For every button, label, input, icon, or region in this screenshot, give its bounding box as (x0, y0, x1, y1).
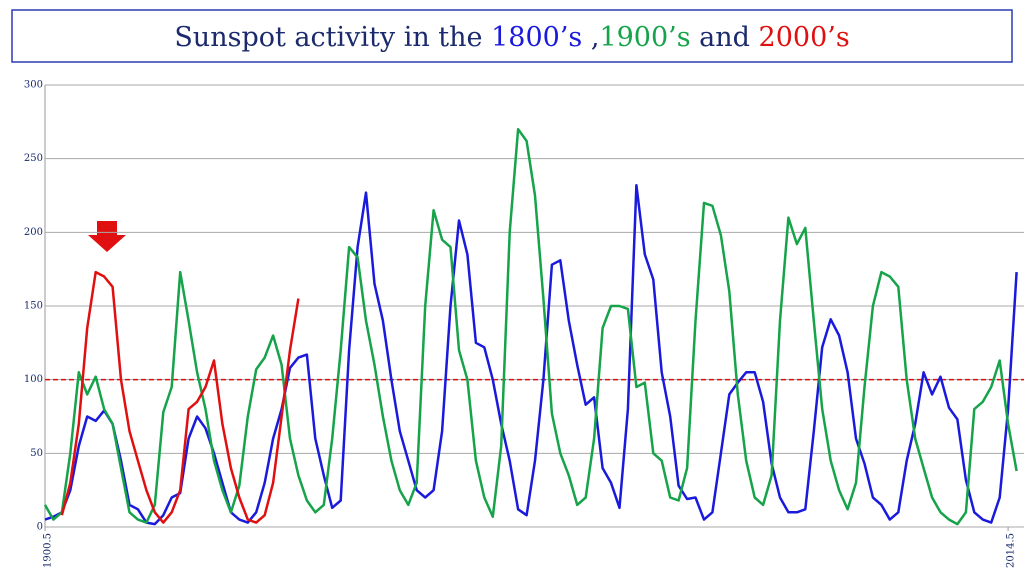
y-tick-label: 250 (24, 153, 43, 164)
y-tick-label: 100 (24, 374, 43, 385)
y-tick-label: 200 (24, 227, 43, 238)
title-part: 1800’s (491, 22, 582, 53)
series-line (44, 183, 1018, 526)
series-line (60, 270, 300, 524)
arrow (88, 221, 126, 252)
y-tick-label: 50 (30, 448, 43, 459)
title-part: Sunspot activity in the (174, 22, 491, 53)
y-tick-label: 150 (24, 301, 43, 312)
x-tick-label: 2014.5 (1006, 533, 1017, 568)
title-box (11, 9, 1013, 63)
series-line (43, 127, 1018, 526)
title-part: , (582, 22, 599, 53)
title-part: 1900’s (599, 22, 690, 53)
chart-title: Sunspot activity in the 1800’s ,1900’s a… (174, 22, 849, 53)
y-tick-label: 300 (24, 80, 43, 91)
title-part: 2000’s (759, 22, 850, 53)
title-part: and (691, 22, 759, 53)
y-tick-label: 0 (37, 522, 43, 533)
x-tick-label: 1900.5 (43, 533, 54, 568)
